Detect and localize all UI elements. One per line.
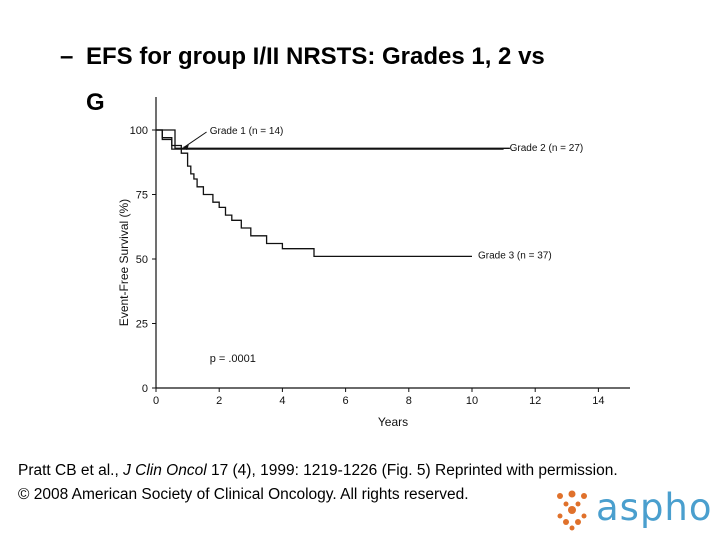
x-tick-label: 14 — [592, 395, 604, 407]
series-label-arrow — [184, 131, 207, 148]
y-tick-label: 25 — [136, 319, 148, 331]
logo-dot — [557, 493, 563, 499]
citation-journal: J Clin Oncol — [123, 462, 207, 479]
logo-dot — [569, 525, 575, 531]
series-line — [156, 129, 510, 149]
logo-dot — [563, 501, 569, 507]
title-line-1: – EFS for group I/II NRSTS: Grades 1, 2 v… — [60, 34, 700, 80]
x-tick-label: 0 — [153, 395, 159, 407]
p-value-annotation: p = .0001 — [210, 353, 256, 365]
slide-title: – EFS for group I/II NRSTS: Grades 1, 2 v… — [60, 34, 700, 126]
x-tick-label: 8 — [406, 395, 412, 407]
logo-dot — [575, 519, 581, 525]
title-line-1-text: EFS for group I/II NRSTS: Grades 1, 2 vs — [86, 43, 545, 70]
logo-dot — [563, 519, 569, 525]
x-tick-label: 10 — [466, 395, 478, 407]
x-axis-label: Years — [378, 415, 408, 429]
x-tick-label: 4 — [279, 395, 285, 407]
logo-dot — [568, 490, 576, 498]
logo-dot — [557, 513, 563, 519]
x-tick-label: 6 — [343, 395, 349, 407]
y-tick-label: 100 — [130, 125, 148, 137]
survival-chart: 0 25 50 75 100 0 2 4 6 8 10 12 14 Years Event-Free Sur… — [117, 97, 630, 429]
y-axis-label: Event-Free Survival (%) — [117, 199, 131, 326]
x-tick-label: 2 — [216, 395, 222, 407]
logo-dot — [575, 501, 581, 507]
series-label-arrowhead — [182, 145, 189, 151]
x-tick-label: 12 — [529, 395, 541, 407]
bullet-dash: – — [60, 43, 74, 70]
logo-text: aspho — [596, 486, 713, 529]
series-label: Grade 1 (n = 14) — [210, 126, 284, 137]
citation-authors: Pratt CB et al., — [18, 462, 124, 479]
series-line — [156, 129, 472, 258]
y-tick-label: 50 — [136, 254, 148, 266]
y-tick-label: 75 — [136, 190, 148, 202]
title-line-2: G — [86, 89, 105, 116]
citation-line-2: © 2008 American Society of Clinical Onco… — [18, 486, 469, 503]
citation-details: 17 (4), 1999: 1219-1226 (Fig. 5) Reprint… — [206, 462, 618, 479]
series-label: Grade 2 (n = 27) — [510, 143, 584, 154]
y-tick-label: 0 — [142, 383, 148, 395]
logo-dot — [568, 506, 576, 514]
series-label: Grade 3 (n = 37) — [478, 250, 552, 261]
citation: Pratt CB et al., J Clin Oncol 17 (4), 19… — [18, 459, 718, 507]
citation-line-1: Pratt CB et al., J Clin Oncol 17 (4), 19… — [18, 459, 718, 483]
logo-dot — [581, 513, 587, 519]
logo-dot — [581, 493, 587, 499]
aspho-logo: aspho — [552, 486, 713, 532]
series-line — [156, 129, 504, 150]
logo-dots-icon — [557, 490, 587, 531]
